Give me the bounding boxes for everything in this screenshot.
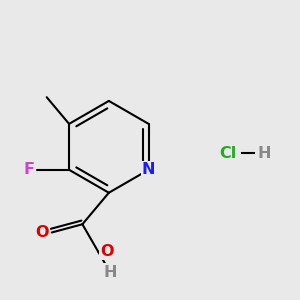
Text: O: O bbox=[35, 225, 49, 240]
Text: N: N bbox=[142, 162, 155, 177]
Text: H: H bbox=[103, 265, 117, 280]
Text: O: O bbox=[100, 244, 113, 259]
Text: Cl: Cl bbox=[219, 146, 236, 161]
Text: H: H bbox=[257, 146, 271, 161]
Text: F: F bbox=[23, 162, 34, 177]
